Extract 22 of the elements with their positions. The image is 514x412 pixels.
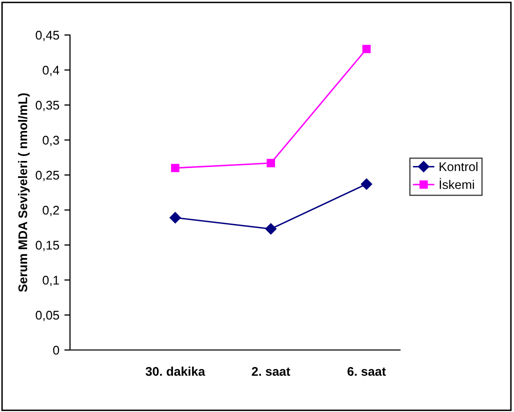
point: [170, 212, 181, 224]
x-tick-label: 30. dakika: [146, 366, 206, 376]
point: [362, 44, 371, 54]
y-tick-label: 0,1: [42, 276, 59, 286]
y-tick-label: 0,05: [36, 310, 60, 322]
y-tick-label: 0: [53, 346, 60, 355]
y-axis-title: Serum MDA Seviyeleri ( nmol/mL): [18, 93, 30, 292]
y-tick-label: 0,35: [36, 100, 60, 112]
point: [266, 158, 276, 168]
y-tick-label: 0,15: [36, 240, 60, 252]
legend-label: Kontrol: [440, 162, 478, 172]
point: [265, 223, 276, 235]
y-tick-label: 0,45: [36, 30, 60, 42]
point: [360, 178, 372, 190]
y-tick-label: 0,4: [42, 66, 60, 76]
y-tick-label: 0,3: [42, 136, 60, 146]
legend-label: İskemi: [440, 178, 474, 190]
y-tick-label: 0,2: [42, 206, 59, 216]
x-tick-label: 6. saat: [348, 366, 386, 376]
x-tick-label: 2. saat: [252, 366, 290, 376]
y-tick-label: 0,25: [36, 170, 60, 182]
point: [171, 164, 180, 172]
